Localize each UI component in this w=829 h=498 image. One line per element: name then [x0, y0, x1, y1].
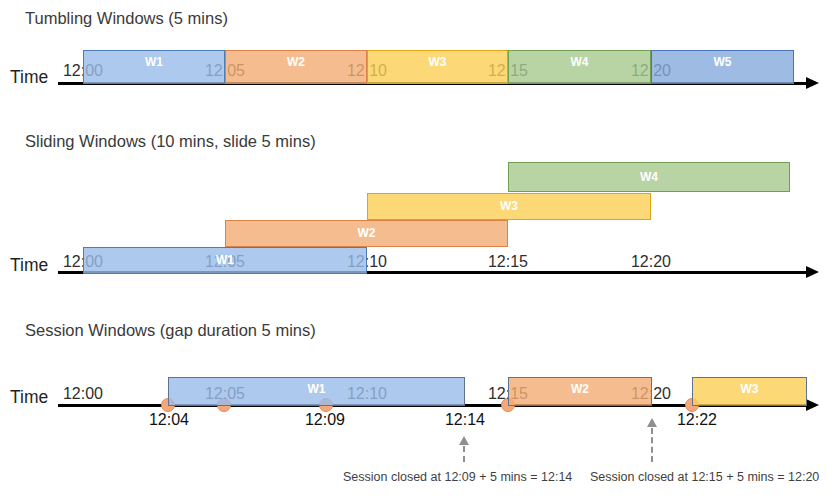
session-closed-annotation: Session closed at 12:15 + 5 mins = 12:20 — [590, 470, 819, 484]
sliding-window-label-w2: W2 — [225, 226, 508, 240]
session-event-time-label: 12:09 — [293, 411, 357, 429]
sliding-time-axis-arrowhead-icon — [806, 266, 819, 278]
session-callout-arrow-head-icon — [459, 436, 469, 445]
tumbling-section-title: Tumbling Windows (5 mins) — [25, 9, 228, 28]
sliding-time-axis-label: Time — [10, 255, 48, 276]
sliding-axis-tick-label: 12:15 — [476, 253, 540, 271]
session-callout-arrow-head-icon — [647, 418, 657, 427]
sliding-window-label-w1: W1 — [83, 253, 367, 267]
tumbling-time-axis-arrowhead-icon — [806, 77, 819, 89]
tumbling-time-axis-label: Time — [10, 67, 48, 88]
tumbling-window-label-w5: W5 — [651, 55, 794, 69]
session-window-label-w3: W3 — [692, 382, 807, 396]
tumbling-window-label-w1: W1 — [83, 55, 225, 69]
session-event-time-label: 12:22 — [665, 411, 729, 429]
tumbling-window-label-w3: W3 — [367, 55, 508, 69]
session-time-axis-arrowhead-icon — [806, 399, 819, 411]
tumbling-window-label-w2: W2 — [225, 55, 367, 69]
session-closed-annotation: Session closed at 12:09 + 5 mins = 12:14 — [343, 470, 572, 484]
session-callout-arrow-line — [463, 446, 465, 462]
tumbling-window-label-w4: W4 — [508, 55, 651, 69]
sliding-window-label-w4: W4 — [508, 170, 790, 184]
session-window-label-w2: W2 — [508, 382, 652, 396]
stream-windowing-diagram: Tumbling Windows (5 mins) Sliding Window… — [0, 0, 829, 498]
session-event-time-label: 12:04 — [137, 411, 201, 429]
sliding-axis-tick-label: 12:20 — [619, 253, 683, 271]
sliding-window-label-w3: W3 — [367, 199, 651, 213]
session-time-axis-label: Time — [10, 387, 48, 408]
session-event-time-label: 12:14 — [433, 411, 497, 429]
session-callout-arrow-line — [651, 428, 653, 462]
session-section-title: Session Windows (gap duration 5 mins) — [25, 321, 316, 340]
sliding-section-title: Sliding Windows (10 mins, slide 5 mins) — [25, 132, 316, 151]
session-window-label-w1: W1 — [168, 382, 465, 396]
session-axis-tick-label: 12:00 — [51, 385, 115, 403]
